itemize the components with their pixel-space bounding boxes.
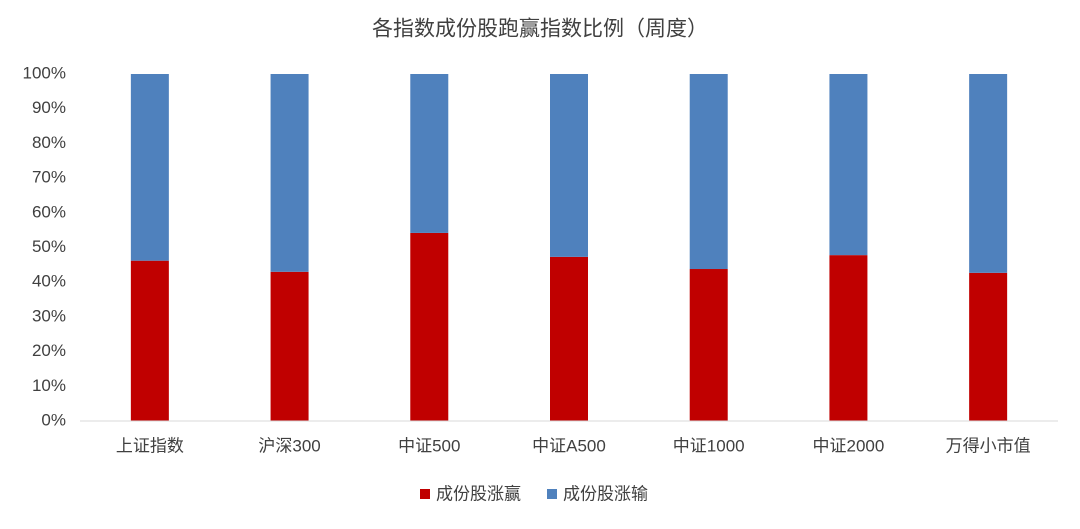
bar-segment [410,74,449,233]
y-tick-label: 50% [32,237,66,256]
y-tick-label: 100% [23,63,66,82]
bar-segment [829,74,868,256]
bar-segment [410,232,449,421]
bar-segment [130,260,169,421]
chart-title: 各指数成份股跑赢指数比例（周度） [372,18,708,41]
legend-swatch [420,489,430,499]
x-tick-label: 中证2000 [813,436,885,455]
y-tick-label: 40% [32,272,66,291]
y-tick-label: 90% [32,98,66,117]
bar-segment [550,256,588,421]
bar-segment [689,74,728,270]
bar-segment [689,269,728,421]
y-tick-label: 80% [32,133,66,152]
y-tick-label: 20% [32,341,66,360]
x-tick-label: 上证指数 [116,436,184,455]
y-tick-label: 0% [41,410,66,429]
bar-segment [829,255,868,421]
x-tick-label: 万得小市值 [946,436,1031,455]
legend-label: 成份股涨赢 [436,484,521,503]
bar-segment [130,74,169,261]
bar-segment [969,74,1008,273]
x-tick-label: 中证A500 [532,436,606,455]
x-tick-label: 沪深300 [258,436,320,455]
bar-segment [270,271,309,421]
y-tick-label: 30% [32,306,66,325]
bar-segment [550,74,588,257]
y-tick-label: 10% [32,376,66,395]
legend-label: 成份股涨输 [563,484,648,503]
bar-segment [969,272,1008,421]
bar-segment [270,74,309,272]
x-tick-label: 中证1000 [673,436,745,455]
y-tick-label: 60% [32,202,66,221]
legend-swatch [547,489,557,499]
x-tick-label: 中证500 [398,436,460,455]
y-tick-label: 70% [32,168,66,187]
